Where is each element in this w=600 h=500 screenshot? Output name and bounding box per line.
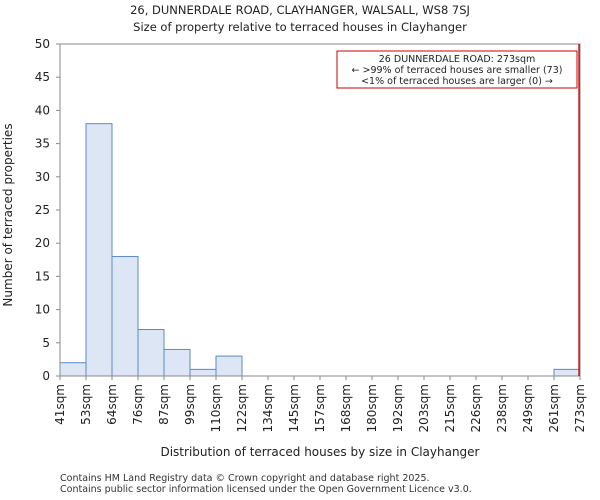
- plot-frame: [59, 43, 581, 377]
- x-tick-label: 87sqm: [157, 384, 171, 425]
- y-tick-label: 35: [35, 137, 50, 151]
- histogram-bar: [163, 348, 191, 377]
- footer-licence: Contains public sector information licen…: [60, 484, 472, 495]
- x-tick-label: 145sqm: [287, 384, 301, 432]
- x-tick-label: 273sqm: [573, 384, 587, 432]
- histogram-bar: [85, 123, 113, 377]
- x-tick-label: 238sqm: [495, 384, 509, 432]
- x-tick-label: 64sqm: [105, 384, 119, 425]
- histogram-bar: [189, 368, 217, 377]
- x-tick-label: 53sqm: [79, 384, 93, 425]
- x-tick-label: 249sqm: [521, 384, 535, 432]
- x-axis-label: Distribution of terraced houses by size …: [160, 445, 479, 459]
- histogram-bar: [215, 355, 243, 377]
- x-tick-label: 122sqm: [235, 384, 249, 432]
- histogram-bar: [137, 329, 165, 377]
- x-tick-label: 168sqm: [339, 384, 353, 432]
- y-tick-label: 45: [35, 70, 50, 84]
- footer-copyright: Contains HM Land Registry data © Crown c…: [60, 473, 430, 484]
- x-tick-label: 134sqm: [261, 384, 275, 432]
- histogram-bar: [59, 362, 87, 377]
- annotation-line-3: <1% of terraced houses are larger (0) →: [361, 76, 553, 87]
- histogram-bar: [111, 255, 139, 377]
- x-tick-label: 41sqm: [53, 384, 67, 425]
- histogram-bar: [553, 368, 581, 377]
- y-tick-label: 25: [35, 203, 50, 217]
- y-tick-label: 5: [42, 336, 50, 350]
- y-tick-label: 0: [42, 369, 50, 383]
- x-tick-label: 110sqm: [209, 384, 223, 432]
- x-tick-label: 226sqm: [469, 384, 483, 432]
- x-tick-label: 76sqm: [131, 384, 145, 425]
- x-tick-label: 157sqm: [313, 384, 327, 432]
- annotation-line-1: 26 DUNNERDALE ROAD: 273sqm: [379, 54, 535, 65]
- x-tick-label: 180sqm: [365, 384, 379, 432]
- y-tick-label: 50: [35, 37, 50, 51]
- chart-subtitle: Size of property relative to terraced ho…: [133, 20, 467, 34]
- y-tick-label: 10: [35, 303, 50, 317]
- x-tick-label: 99sqm: [183, 384, 197, 425]
- annotation-box: [336, 50, 578, 89]
- x-tick-label: 215sqm: [443, 384, 457, 432]
- x-tick-label: 192sqm: [391, 384, 405, 432]
- y-tick-label: 20: [35, 236, 50, 250]
- y-tick-label: 40: [35, 103, 50, 117]
- chart-title: 26, DUNNERDALE ROAD, CLAYHANGER, WALSALL…: [130, 3, 470, 17]
- x-tick-label: 261sqm: [547, 384, 561, 432]
- annotation-line-2: ← >99% of terraced houses are smaller (7…: [352, 65, 563, 76]
- y-tick-label: 30: [35, 170, 50, 184]
- y-tick-label: 15: [35, 269, 50, 283]
- x-tick-label: 203sqm: [417, 384, 431, 432]
- y-axis-label: Number of terraced properties: [1, 123, 15, 306]
